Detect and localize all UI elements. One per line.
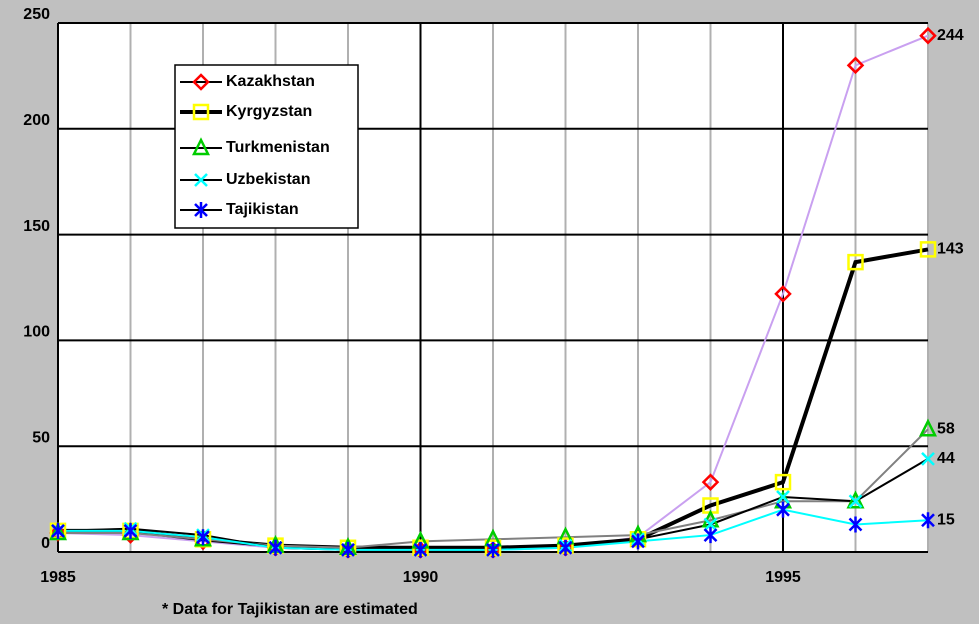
marker (558, 539, 573, 556)
marker (191, 137, 211, 156)
marker (848, 516, 863, 533)
y-tick-label: 200 (23, 112, 50, 129)
x-tick-label: 1985 (40, 569, 76, 586)
marker (919, 26, 937, 45)
y-tick-label: 0 (41, 535, 50, 552)
marker (846, 490, 865, 509)
legend-label: Kazakhstan (226, 73, 315, 90)
legend-label: Turkmenistan (226, 139, 330, 156)
marker (341, 541, 355, 558)
y-tick-label: 150 (23, 218, 50, 235)
legend-label: Uzbekistan (226, 171, 310, 188)
marker (123, 522, 138, 539)
marker (776, 490, 790, 504)
marker (848, 494, 863, 509)
marker (196, 529, 210, 546)
data-label: 15 (937, 511, 955, 528)
marker (701, 473, 720, 491)
legend: Kazakhstan Kyrgyzstan Turkmenistan Uzbekist… (174, 64, 359, 229)
marker (48, 522, 68, 541)
marker (703, 527, 718, 544)
annotation: * Data for Tajikistan are estimated (162, 601, 418, 618)
data-label: 58 (937, 420, 955, 437)
data-label: 143 (937, 241, 964, 258)
marker (919, 241, 937, 258)
data-label: 44 (937, 450, 955, 467)
marker (268, 539, 283, 556)
legend-label: Kyrgyzstan (226, 103, 312, 120)
marker (192, 73, 210, 91)
marker (194, 202, 208, 218)
marker (51, 522, 65, 539)
marker (776, 501, 790, 518)
legend-label: Tajikistan (226, 201, 299, 218)
marker (921, 452, 935, 466)
marker (703, 517, 718, 532)
marker (774, 285, 792, 303)
marker (846, 56, 865, 75)
marker (774, 473, 792, 491)
marker (631, 533, 645, 550)
marker (557, 537, 574, 554)
x-tick-label: 1990 (403, 569, 439, 586)
y-tick-label: 250 (23, 6, 50, 23)
marker (847, 253, 864, 271)
marker (484, 539, 502, 557)
marker (921, 512, 935, 529)
marker (194, 173, 208, 187)
marker (413, 541, 428, 558)
marker (702, 497, 719, 514)
marker (192, 103, 210, 121)
y-tick-label: 50 (32, 429, 50, 446)
data-label: 244 (937, 27, 964, 44)
x-tick-label: 1995 (765, 569, 801, 586)
y-tick-label: 100 (23, 324, 50, 341)
marker (918, 418, 938, 437)
marker (486, 541, 500, 558)
